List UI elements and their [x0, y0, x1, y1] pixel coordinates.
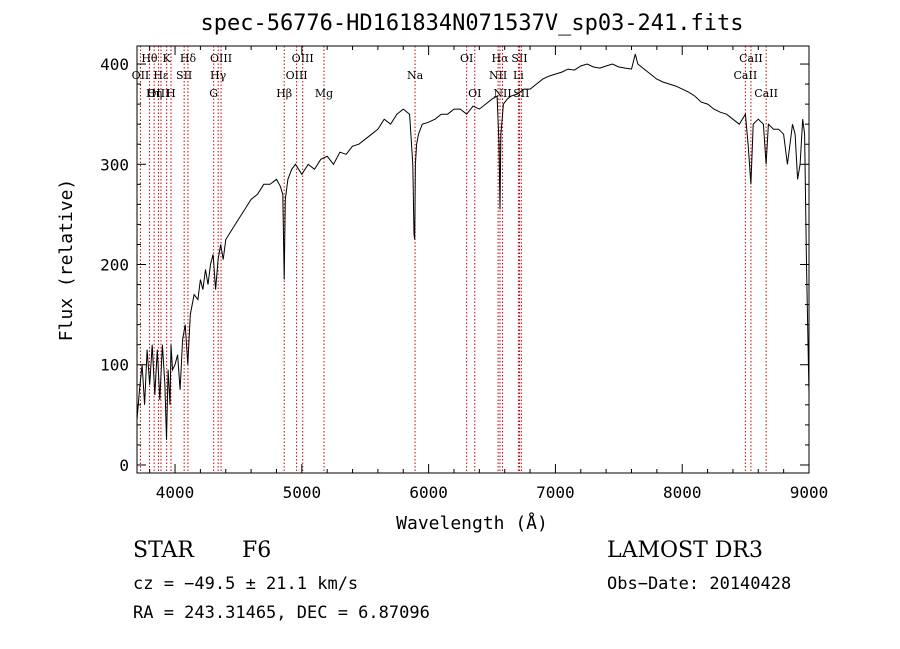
marker-label-0: Hθ [141, 52, 158, 65]
x-axis-label: Wavelength (Å) [396, 512, 548, 534]
marker-label-18: OI [468, 87, 481, 100]
x-tick-label-3: 7000 [536, 483, 575, 502]
observation-date: Obs−Date: 20140428 [607, 574, 792, 594]
spectrum-series [136, 53, 810, 440]
y-axis-label: Flux (relative) [56, 179, 77, 342]
y-tick-label-3: 300 [100, 155, 129, 174]
marker-label-15: Mg [315, 87, 333, 100]
marker-label-17: OI [460, 52, 473, 65]
marker-label-1: OII [132, 69, 150, 82]
plot-frame [136, 45, 810, 474]
marker-label-7: SII [176, 69, 192, 82]
marker-label-5: K [163, 52, 172, 65]
y-tick-label-4: 400 [100, 55, 129, 74]
marker-label-11: G [209, 87, 218, 100]
spectrum-line [136, 53, 810, 440]
y-tick-label-0: 0 [119, 456, 129, 475]
marker-label-20: NII [489, 69, 507, 82]
redshift-velocity: cz = −49.5 ± 21.1 km/s [133, 574, 359, 594]
marker-label-10: Hγ [210, 69, 227, 82]
marker-label-2: OIII [147, 87, 169, 100]
x-tick-label-1: 5000 [283, 483, 322, 502]
x-axis: 4000 5000 6000 7000 8000 9000 [149, 46, 829, 502]
marker-label-24: SII [513, 87, 529, 100]
y-tick-label-2: 200 [100, 256, 129, 275]
marker-label-6: H [166, 87, 176, 100]
marker-label-26: CaII [734, 69, 758, 82]
marker-label-14: OIII [286, 69, 308, 82]
marker-label-21: NII [493, 87, 511, 100]
survey-name: LAMOST DR3 [607, 538, 763, 563]
y-axis: 0 100 200 300 400 [100, 55, 809, 475]
marker-label-19: Hα [491, 52, 509, 65]
marker-label-9: OIII [210, 52, 232, 65]
spectral-subclass: F6 [242, 538, 272, 563]
y-tick-label-1: 100 [100, 356, 129, 375]
x-tick-label-5: 9000 [790, 483, 829, 502]
marker-label-22: SII [511, 52, 527, 65]
marker-label-4: Hη [146, 87, 162, 100]
marker-label-23: Li [513, 69, 524, 82]
marker-label-16: Na [407, 69, 424, 82]
object-class: STAR [133, 538, 194, 563]
marker-label-25: CaII [739, 52, 763, 65]
ra-dec-coordinates: RA = 243.31465, DEC = 6.87096 [133, 603, 430, 623]
x-tick-label-2: 6000 [409, 483, 448, 502]
marker-label-8: Hδ [180, 52, 197, 65]
chart-title: spec-56776-HD161834N071537V_sp03-241.fit… [200, 11, 743, 36]
marker-label-27: CaII [754, 87, 778, 100]
marker-label-13: OIII [292, 52, 314, 65]
x-tick-label-4: 8000 [663, 483, 702, 502]
marker-label-12: Hβ [276, 87, 292, 100]
x-tick-label-0: 4000 [156, 483, 195, 502]
marker-label-3: Hε [153, 69, 169, 82]
